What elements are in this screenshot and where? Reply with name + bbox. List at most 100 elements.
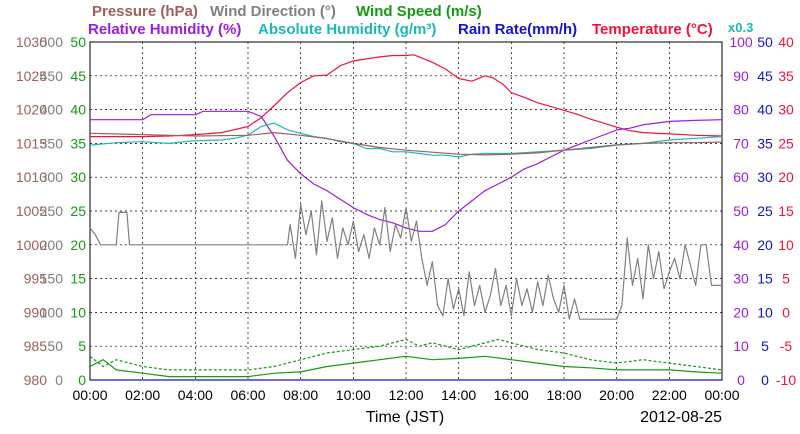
tick-x: 08:00 <box>283 387 318 403</box>
tick-wspd: 50 <box>70 34 86 50</box>
tick-rain: 35 <box>757 135 773 151</box>
tick-rain: 50 <box>757 34 773 50</box>
tick-x: 12:00 <box>388 387 423 403</box>
tick-pressure: 1025 <box>16 68 47 84</box>
tick-x: 10:00 <box>336 387 371 403</box>
tick-temp: 20 <box>778 169 794 185</box>
tick-rain: 45 <box>757 68 773 84</box>
legend-temperature: Temperature (°C) <box>592 21 713 38</box>
tick-wdir: 400 <box>40 102 64 118</box>
tick-wdir: 300 <box>40 169 64 185</box>
x-axis-label: Time (JST) <box>366 409 445 426</box>
tick-rh: 10 <box>733 338 749 354</box>
tick-pressure: 980 <box>24 372 48 388</box>
tick-temp: 35 <box>778 68 794 84</box>
tick-wspd: 45 <box>70 68 86 84</box>
tick-x: 16:00 <box>494 387 529 403</box>
tick-x: 00:00 <box>72 387 107 403</box>
tick-rain: 10 <box>757 304 773 320</box>
tick-temp: 40 <box>778 34 794 50</box>
tick-x: 00:00 <box>704 387 739 403</box>
tick-rain: 30 <box>757 169 773 185</box>
tick-pressure: 1015 <box>16 135 47 151</box>
tick-temp: 25 <box>778 135 794 151</box>
legend-pressure: Pressure (hPa) <box>92 3 198 20</box>
tick-pressure: 985 <box>24 338 48 354</box>
tick-wdir: 50 <box>47 338 63 354</box>
tick-x: 02:00 <box>125 387 160 403</box>
tick-rh: 50 <box>733 203 749 219</box>
tick-wspd: 10 <box>70 304 86 320</box>
tick-wdir: 250 <box>40 203 64 219</box>
tick-rh: 30 <box>733 271 749 287</box>
tick-wspd: 5 <box>78 338 86 354</box>
tick-x: 14:00 <box>441 387 476 403</box>
tick-wdir: 450 <box>40 68 64 84</box>
tick-pressure: 1030 <box>16 34 47 50</box>
tick-temp: 0 <box>782 304 790 320</box>
tick-wspd: 20 <box>70 237 86 253</box>
legend-absolute-humidity: Absolute Humidity (g/m³) <box>258 21 436 38</box>
tick-temp: 30 <box>778 102 794 118</box>
tick-wdir: 200 <box>40 237 64 253</box>
tick-x: 06:00 <box>230 387 265 403</box>
tick-rain: 15 <box>757 271 773 287</box>
legend-wind-direction: Wind Direction (°) <box>210 3 336 20</box>
tick-rain: 25 <box>757 203 773 219</box>
tick-wspd: 15 <box>70 271 86 287</box>
legend-wind-speed: Wind Speed (m/s) <box>356 3 482 20</box>
tick-wdir: 500 <box>40 34 64 50</box>
tick-rain: 0 <box>761 372 769 388</box>
tick-wspd: 40 <box>70 102 86 118</box>
tick-x: 04:00 <box>178 387 213 403</box>
tick-wspd: 0 <box>78 372 86 388</box>
tick-rh: 0 <box>737 372 745 388</box>
legend-ah-scale: x0.3 <box>728 20 753 35</box>
tick-rh: 100 <box>729 34 753 50</box>
tick-x: 22:00 <box>652 387 687 403</box>
tick-pressure: 1000 <box>16 237 47 253</box>
tick-wdir: 350 <box>40 135 64 151</box>
tick-rh: 20 <box>733 304 749 320</box>
grid <box>90 42 722 380</box>
tick-temp: -10 <box>776 372 796 388</box>
tick-wdir: 0 <box>55 372 63 388</box>
legend-relative-humidity: Relative Humidity (%) <box>88 21 241 38</box>
series-wind-speed-max <box>89 338 723 371</box>
tick-wdir: 150 <box>40 271 64 287</box>
tick-wspd: 25 <box>70 203 86 219</box>
tick-temp: 10 <box>778 237 794 253</box>
tick-wspd: 35 <box>70 135 86 151</box>
series-wind-direction <box>89 200 722 320</box>
date-label: 2012-08-25 <box>640 409 722 426</box>
tick-rh: 70 <box>733 135 749 151</box>
tick-wdir: 100 <box>40 304 64 320</box>
series-layer <box>89 54 723 381</box>
tick-pressure: 1020 <box>16 102 47 118</box>
tick-x: 20:00 <box>599 387 634 403</box>
tick-rh: 80 <box>733 102 749 118</box>
series-wind-speed <box>89 355 723 378</box>
tick-rain: 20 <box>757 237 773 253</box>
tick-pressure: 1005 <box>16 203 47 219</box>
legend-rain-rate: Rain Rate(mm/h) <box>458 21 577 38</box>
tick-rh: 60 <box>733 169 749 185</box>
series-pressure <box>89 132 723 156</box>
tick-temp: 15 <box>778 203 794 219</box>
tick-temp: 5 <box>782 271 790 287</box>
tick-rain: 5 <box>761 338 769 354</box>
series-relative-humidity <box>90 110 723 232</box>
tick-x: 18:00 <box>546 387 581 403</box>
tick-pressure: 995 <box>24 271 48 287</box>
tick-pressure: 1010 <box>16 169 47 185</box>
tick-rh: 90 <box>733 68 749 84</box>
legend: Pressure (hPa) Wind Direction (°) Wind S… <box>88 3 753 38</box>
tick-temp: -5 <box>780 338 793 354</box>
tick-rain: 40 <box>757 102 773 118</box>
axes: 1030102510201015101010051000995990985980… <box>16 34 796 403</box>
series-temperature <box>90 54 723 138</box>
tick-rh: 40 <box>733 237 749 253</box>
tick-wspd: 30 <box>70 169 86 185</box>
tick-pressure: 990 <box>24 304 48 320</box>
